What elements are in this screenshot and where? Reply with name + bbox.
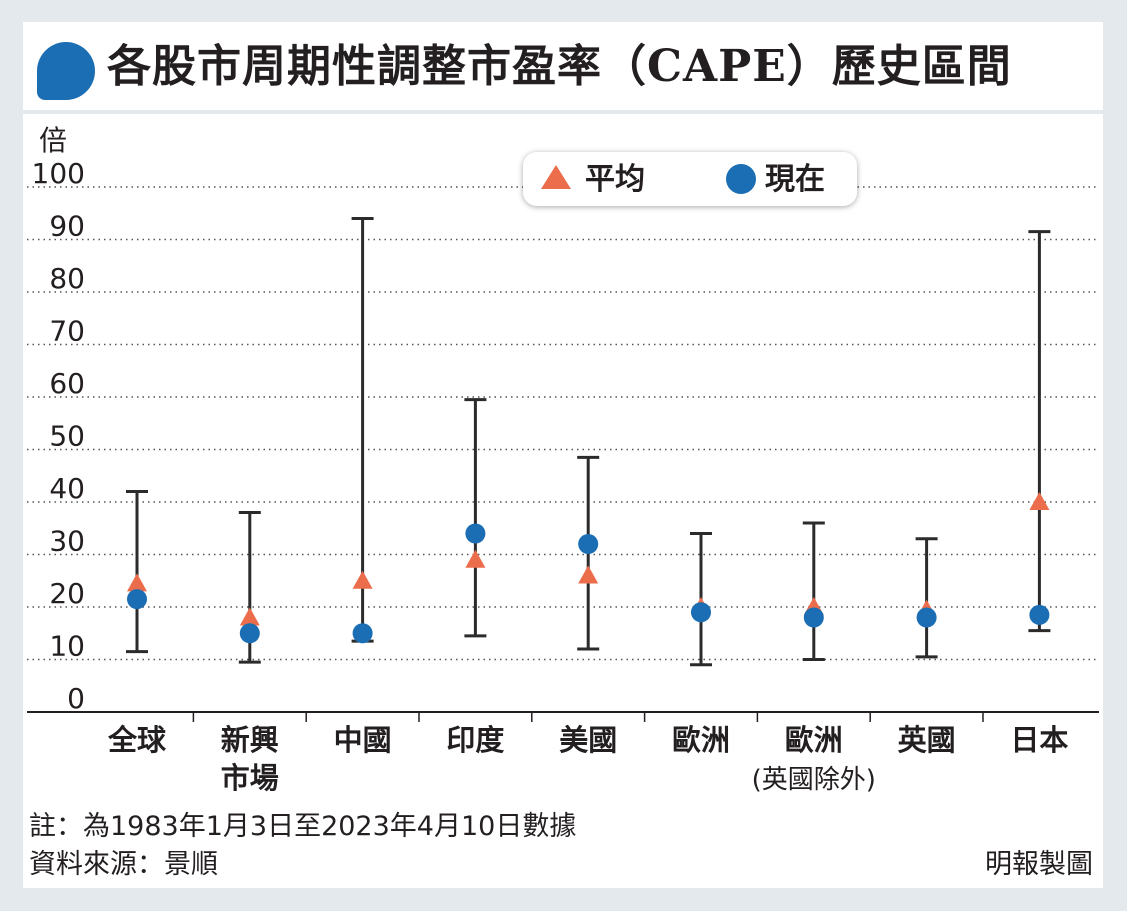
x-category-label: 歐洲 (672, 723, 730, 757)
average-marker (465, 549, 486, 568)
range-bar (802, 521, 825, 661)
title-separator (23, 110, 1103, 114)
footnote: 註：為1983年1月3日至2023年4月10日數據 (29, 811, 577, 842)
current-marker (916, 607, 937, 628)
y-tick-label: 80 (49, 262, 85, 295)
x-category-label: 印度 (446, 723, 504, 757)
y-tick-label: 90 (49, 210, 85, 243)
y-tick-labels: 0 10 20 30 40 50 60 70 80 90 100 (32, 157, 85, 715)
range-bar (915, 537, 938, 659)
average-marker (352, 570, 373, 589)
x-category-label: 美國 (559, 723, 617, 757)
current-marker (239, 623, 260, 644)
data-marks (126, 217, 1051, 667)
grid-layer (27, 186, 1099, 713)
average-marker (127, 573, 147, 592)
current-marker (691, 602, 711, 623)
y-tick-label: 40 (49, 472, 85, 505)
y-tick-label: 0 (67, 682, 85, 715)
y-tick-label: 30 (49, 525, 85, 558)
chart-card: 各股市周期性調整市盈率（CAPE）歷史區間 0 10 20 30 40 50 60 70 80 9… (23, 22, 1103, 888)
x-category-label: 全球 (107, 723, 167, 757)
legend-triangle-icon (541, 165, 571, 189)
current-marker (1029, 604, 1050, 625)
legend-box (523, 152, 857, 206)
range-bar (126, 490, 148, 654)
credit: 明報製圖 (985, 849, 1093, 880)
average-marker (239, 607, 260, 626)
legend-average-label: 平均 (585, 162, 645, 197)
y-tick-label: 50 (49, 420, 85, 453)
average-marker (578, 565, 599, 584)
y-tick-label: 60 (49, 367, 85, 400)
average-marker (1029, 492, 1050, 510)
y-tick-label: 100 (32, 157, 85, 190)
source-note: 資料來源：景順 (29, 849, 218, 880)
x-category-label: 新興 (221, 723, 279, 757)
current-marker (578, 534, 599, 554)
y-tick-label: 10 (49, 630, 85, 663)
x-category-label: 中國 (334, 723, 392, 757)
title-bullet-icon (37, 42, 95, 100)
legend-circle-icon (726, 164, 756, 194)
x-category-label: 市場 (221, 761, 279, 795)
x-category-label: 英國 (898, 723, 956, 757)
x-category-label: 歐洲 (785, 723, 843, 757)
x-category-label: (英國除外) (752, 765, 876, 795)
current-marker (127, 589, 147, 610)
legend-current-label: 現在 (765, 162, 825, 197)
legend: 平均 現在 (523, 152, 857, 206)
chart-title: 各股市周期性調整市盈率（CAPE）歷史區間 (107, 41, 1012, 92)
x-category-label: 日本 (1010, 723, 1068, 757)
y-tick-label: 70 (49, 315, 85, 348)
range-bar (1028, 230, 1051, 633)
current-marker (803, 607, 824, 628)
range-bar (464, 398, 487, 638)
y-tick-label: 20 (49, 577, 85, 610)
current-marker (352, 623, 373, 644)
current-marker (465, 523, 486, 544)
y-axis-unit: 倍 (39, 124, 67, 157)
title-bar: 各股市周期性調整市盈率（CAPE）歷史區間 (23, 22, 1103, 110)
